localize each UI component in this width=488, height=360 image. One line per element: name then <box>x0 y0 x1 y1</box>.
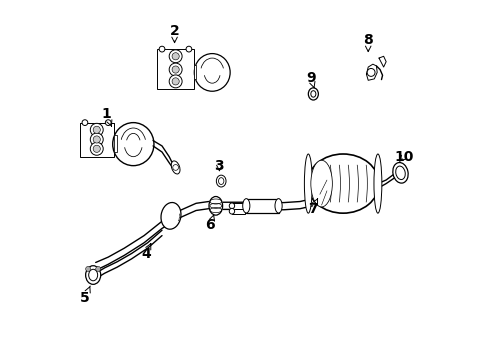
Polygon shape <box>231 209 244 214</box>
Text: 6: 6 <box>205 215 215 232</box>
Ellipse shape <box>88 269 98 281</box>
Ellipse shape <box>373 154 381 213</box>
Circle shape <box>90 123 103 136</box>
Ellipse shape <box>229 208 234 214</box>
Circle shape <box>93 136 100 143</box>
Ellipse shape <box>112 123 154 166</box>
Ellipse shape <box>308 88 318 100</box>
Text: 1: 1 <box>102 107 112 126</box>
Circle shape <box>82 120 88 126</box>
Polygon shape <box>80 123 113 157</box>
Circle shape <box>93 126 100 134</box>
Ellipse shape <box>216 175 225 187</box>
Text: 7: 7 <box>307 199 317 216</box>
Ellipse shape <box>310 91 315 97</box>
Text: 9: 9 <box>305 71 315 88</box>
Circle shape <box>159 46 164 52</box>
Circle shape <box>172 78 179 85</box>
Circle shape <box>366 68 374 76</box>
Text: 3: 3 <box>214 159 224 173</box>
Ellipse shape <box>161 203 181 229</box>
Ellipse shape <box>274 199 282 213</box>
Ellipse shape <box>171 161 180 174</box>
Ellipse shape <box>85 266 101 284</box>
Circle shape <box>93 145 100 152</box>
Circle shape <box>105 120 111 126</box>
Circle shape <box>169 50 182 63</box>
Ellipse shape <box>242 199 249 213</box>
Ellipse shape <box>229 203 234 209</box>
Polygon shape <box>246 199 278 213</box>
Polygon shape <box>156 49 194 89</box>
Ellipse shape <box>304 154 312 213</box>
Circle shape <box>85 266 90 271</box>
Ellipse shape <box>194 54 230 91</box>
Circle shape <box>169 63 182 76</box>
Ellipse shape <box>306 154 378 213</box>
Circle shape <box>172 165 178 170</box>
Circle shape <box>172 53 179 60</box>
Circle shape <box>185 46 191 52</box>
Text: 5: 5 <box>80 286 90 305</box>
Ellipse shape <box>395 166 405 180</box>
Polygon shape <box>231 203 244 209</box>
Text: 8: 8 <box>363 33 372 51</box>
Circle shape <box>90 133 103 146</box>
Text: 4: 4 <box>141 243 151 261</box>
Polygon shape <box>113 135 117 152</box>
Ellipse shape <box>218 178 224 184</box>
Text: 2: 2 <box>169 24 179 42</box>
Circle shape <box>90 142 103 155</box>
Circle shape <box>172 66 179 73</box>
Circle shape <box>96 266 101 271</box>
Text: 10: 10 <box>394 150 413 164</box>
Ellipse shape <box>392 162 407 183</box>
Ellipse shape <box>310 160 332 207</box>
Circle shape <box>169 75 182 88</box>
Ellipse shape <box>208 197 222 215</box>
Polygon shape <box>194 65 196 79</box>
